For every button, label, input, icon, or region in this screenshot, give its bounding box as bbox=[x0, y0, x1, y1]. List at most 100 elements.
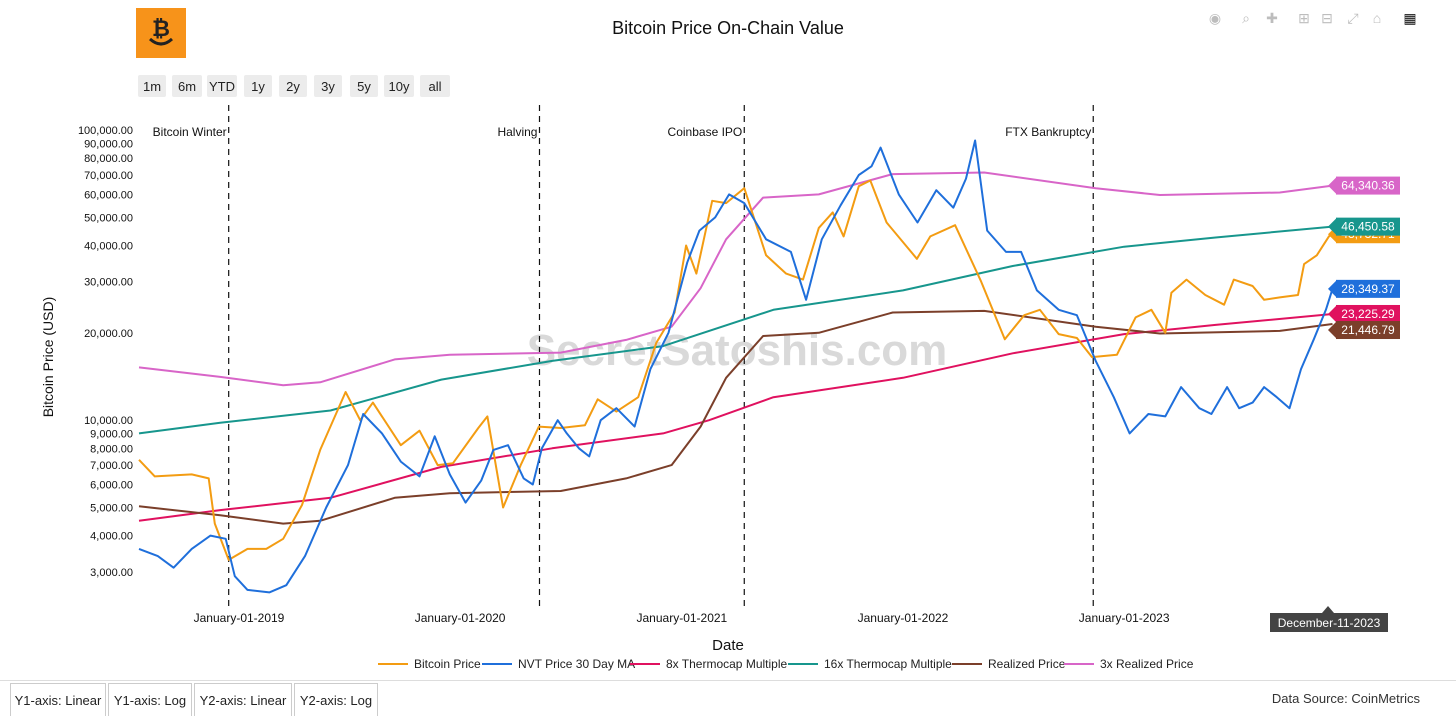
plotly-logo-icon[interactable]: ▦ bbox=[1403, 9, 1417, 26]
end-label-value: 28,349.37 bbox=[1341, 282, 1395, 296]
series-line-3 bbox=[138, 225, 1333, 435]
zoom-icon[interactable]: ⌕ bbox=[1242, 9, 1250, 26]
y-tick-label: 5,000.00 bbox=[90, 503, 133, 515]
end-label-value: 64,340.36 bbox=[1341, 179, 1395, 193]
legend-swatch bbox=[630, 663, 660, 665]
camera-icon[interactable]: ◉ bbox=[1208, 9, 1222, 26]
series-line-4 bbox=[138, 309, 1333, 525]
legend-swatch bbox=[952, 663, 982, 665]
range-button-2y[interactable]: 2y bbox=[279, 75, 307, 97]
x-axis-label: Date bbox=[712, 637, 744, 654]
event-label: Bitcoin Winter bbox=[153, 125, 227, 139]
legend-item-nvt-price[interactable]: NVT Price 30 Day MA bbox=[482, 657, 635, 671]
tab-y1-linear[interactable]: Y1-axis: Linear bbox=[10, 683, 106, 716]
series-line-2 bbox=[138, 313, 1333, 522]
y-tick-label: 9,000.00 bbox=[90, 428, 133, 440]
end-label-value: 43,732.71 bbox=[1341, 227, 1395, 241]
legend-item-realized-price[interactable]: Realized Price bbox=[952, 657, 1065, 671]
legend-label: 3x Realized Price bbox=[1100, 657, 1194, 671]
end-label-box bbox=[1336, 225, 1400, 244]
range-button-10y[interactable]: 10y bbox=[384, 75, 414, 97]
y-tick-label: 50,000.00 bbox=[84, 212, 133, 224]
end-label-pointer bbox=[1328, 322, 1336, 339]
legend-label: Realized Price bbox=[988, 657, 1066, 671]
zoom-out-icon[interactable]: ⊟ bbox=[1321, 9, 1333, 26]
legend-label: Bitcoin Price bbox=[414, 657, 481, 671]
watermark: SecretSatoshis.com bbox=[527, 326, 948, 375]
end-label-box bbox=[1336, 279, 1400, 298]
bitcoin-logo-icon: ₿ bbox=[148, 16, 174, 46]
end-label-value: 21,446.79 bbox=[1341, 323, 1395, 337]
range-button-6m[interactable]: 6m bbox=[172, 75, 202, 97]
tab-y1-log[interactable]: Y1-axis: Log bbox=[108, 683, 192, 716]
legend-item-16x-thermocap[interactable]: 16x Thermocap Multiple bbox=[788, 657, 952, 671]
series-line-5 bbox=[138, 171, 1333, 387]
legend-item-3x-realized-price[interactable]: 3x Realized Price bbox=[1064, 657, 1193, 671]
x-tick-label: January-01-2023 bbox=[1079, 611, 1170, 625]
y-tick-label: 6,000.00 bbox=[90, 480, 133, 492]
chart-title: Bitcoin Price On-Chain Value bbox=[612, 18, 844, 38]
y-tick-label: 8,000.00 bbox=[90, 443, 133, 455]
event-label: Coinbase IPO bbox=[668, 125, 743, 139]
end-label-box bbox=[1336, 176, 1400, 195]
end-label-pointer bbox=[1328, 280, 1336, 297]
hover-pointer bbox=[1322, 606, 1334, 613]
series-line-0 bbox=[138, 179, 1334, 561]
end-label-pointer bbox=[1328, 226, 1336, 243]
range-button-1m[interactable]: 1m bbox=[138, 75, 166, 97]
end-label-pointer bbox=[1328, 177, 1336, 194]
legend-item-bitcoin-price[interactable]: Bitcoin Price bbox=[378, 657, 481, 671]
end-label-pointer bbox=[1328, 305, 1336, 322]
end-label-value: 23,225.29 bbox=[1341, 307, 1395, 321]
legend-swatch bbox=[1064, 663, 1094, 665]
y-axis-label: Bitcoin Price (USD) bbox=[40, 296, 56, 418]
y-tick-label: 90,000.00 bbox=[84, 138, 133, 150]
x-tick-label: January-01-2021 bbox=[637, 611, 728, 625]
svg-text:₿: ₿ bbox=[152, 16, 170, 41]
x-tick-label: January-01-2022 bbox=[858, 611, 949, 625]
legend-label: NVT Price 30 Day MA bbox=[518, 657, 636, 671]
y-tick-label: 80,000.00 bbox=[84, 153, 133, 165]
y-tick-label: 20,000.00 bbox=[84, 328, 133, 340]
range-button-1y[interactable]: 1y bbox=[244, 75, 272, 97]
y-tick-label: 4,000.00 bbox=[90, 531, 133, 543]
event-label: Halving bbox=[497, 125, 537, 139]
y-tick-label: 40,000.00 bbox=[84, 240, 133, 252]
y-axis-tabs: Y1-axis: Linear Y1-axis: Log Y2-axis: Li… bbox=[0, 680, 1456, 717]
legend-swatch bbox=[378, 663, 408, 665]
home-icon[interactable]: ⌂ bbox=[1372, 10, 1382, 26]
range-button-3y[interactable]: 3y bbox=[314, 75, 342, 97]
legend-item-8x-thermocap[interactable]: 8x Thermocap Multiple bbox=[630, 657, 787, 671]
event-label: FTX Bankruptcy bbox=[1005, 125, 1091, 139]
series-line-1 bbox=[138, 139, 1334, 594]
end-label-pointer bbox=[1328, 218, 1336, 235]
pan-icon[interactable]: ✚ bbox=[1266, 9, 1278, 26]
tab-y2-log[interactable]: Y2-axis: Log bbox=[294, 683, 378, 716]
y-tick-label: 30,000.00 bbox=[84, 277, 133, 289]
bitcoin-logo: ₿ bbox=[136, 8, 186, 58]
y-tick-label: 100,000.00 bbox=[78, 125, 133, 137]
legend-label: 16x Thermocap Multiple bbox=[824, 657, 952, 671]
autoscale-icon[interactable]: ⤢ bbox=[1347, 9, 1359, 26]
zoom-in-icon[interactable]: ⊞ bbox=[1298, 9, 1310, 26]
end-label-box bbox=[1336, 304, 1400, 323]
legend-swatch bbox=[788, 663, 818, 665]
end-label-value: 46,450.58 bbox=[1341, 220, 1395, 234]
legend-swatch bbox=[482, 663, 512, 665]
y-tick-label: 7,000.00 bbox=[90, 460, 133, 472]
x-tick-label: January-01-2019 bbox=[194, 611, 285, 625]
tab-y2-linear[interactable]: Y2-axis: Linear bbox=[194, 683, 292, 716]
range-button-all[interactable]: all bbox=[420, 75, 450, 97]
range-button-5y[interactable]: 5y bbox=[350, 75, 378, 97]
data-source: Data Source: CoinMetrics bbox=[1271, 691, 1420, 706]
y-tick-label: 3,000.00 bbox=[90, 567, 133, 579]
x-tick-label: January-01-2020 bbox=[415, 611, 506, 625]
y-tick-label: 60,000.00 bbox=[84, 189, 133, 201]
end-label-box bbox=[1336, 217, 1400, 236]
range-button-ytd[interactable]: YTD bbox=[207, 75, 237, 97]
hover-date-box bbox=[1270, 613, 1388, 632]
legend-label: 8x Thermocap Multiple bbox=[666, 657, 788, 671]
end-label-box bbox=[1336, 321, 1400, 340]
y-tick-label: 70,000.00 bbox=[84, 170, 133, 182]
